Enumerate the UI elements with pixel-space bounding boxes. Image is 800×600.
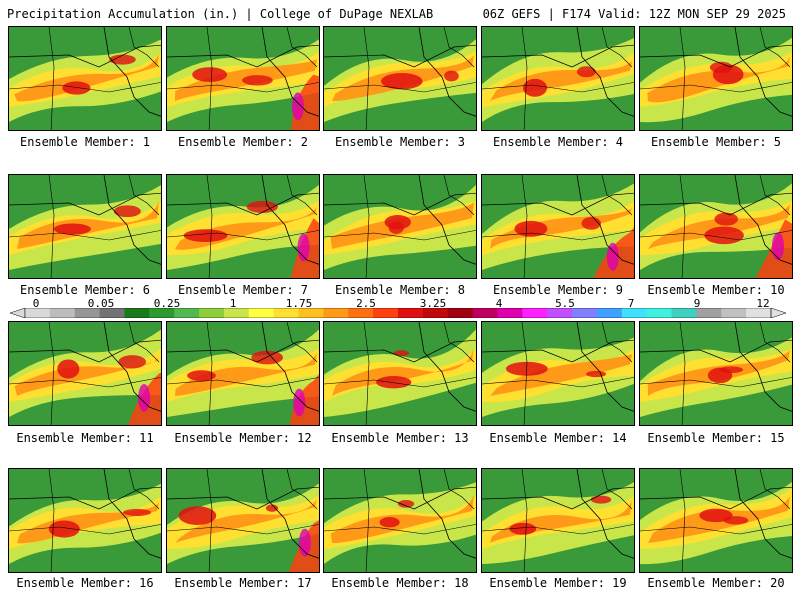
ensemble-member-map — [323, 468, 477, 573]
ensemble-member-label: Ensemble Member: 2 — [177, 135, 309, 149]
ensemble-member-label: Ensemble Member: 19 — [489, 576, 627, 590]
ensemble-member-label: Ensemble Member: 13 — [331, 431, 469, 445]
colorbar-swatch — [646, 308, 673, 318]
colorbar-swatch — [99, 308, 125, 318]
colorbar-swatch — [596, 308, 623, 318]
ensemble-member-map — [481, 26, 635, 131]
ensemble-member-map — [639, 321, 793, 426]
colorbar-tick-label: 7 — [627, 297, 635, 310]
colorbar-swatch — [572, 308, 598, 318]
ensemble-member-map — [639, 468, 793, 573]
colorbar-swatch — [199, 308, 225, 318]
ensemble-member-label: Ensemble Member: 5 — [650, 135, 782, 149]
ensemble-member-label: Ensemble Member: 20 — [647, 576, 785, 590]
colorbar-tick-label: 1 — [229, 297, 237, 310]
colorbar-tick-label: 0 — [32, 297, 40, 310]
colorbar-swatch — [74, 308, 101, 318]
ensemble-member-map — [323, 321, 477, 426]
colorbar-right-arrow — [770, 308, 786, 318]
colorbar-tick-label: 0.05 — [87, 297, 115, 310]
precipitation-colorbar — [10, 308, 786, 318]
ensemble-member-label: Ensemble Member: 14 — [489, 431, 627, 445]
colorbar-tick-label: 3.25 — [419, 297, 447, 310]
model-run-info: 06Z GEFS | F174 Valid: 12Z MON SEP 29 20… — [482, 7, 786, 21]
ensemble-member-label: Ensemble Member: 6 — [19, 283, 151, 297]
ensemble-member-map — [323, 174, 477, 279]
colorbar-swatch — [149, 308, 175, 318]
colorbar-swatch — [497, 308, 523, 318]
ensemble-member-map — [481, 321, 635, 426]
ensemble-member-map — [166, 468, 320, 573]
colorbar-swatch — [422, 308, 449, 318]
colorbar-swatch — [671, 308, 697, 318]
colorbar-swatch — [223, 308, 250, 318]
ensemble-member-label: Ensemble Member: 7 — [177, 283, 309, 297]
ensemble-member-label: Ensemble Member: 18 — [331, 576, 469, 590]
ensemble-member-map — [8, 321, 162, 426]
colorbar-swatch — [398, 308, 424, 318]
ensemble-member-map — [8, 26, 162, 131]
ensemble-member-map — [481, 174, 635, 279]
ensemble-member-label: Ensemble Member: 4 — [492, 135, 624, 149]
colorbar-swatch — [348, 308, 374, 318]
ensemble-member-map — [166, 321, 320, 426]
colorbar-swatch — [746, 308, 772, 318]
ensemble-member-label: Ensemble Member: 12 — [174, 431, 312, 445]
ensemble-member-label: Ensemble Member: 11 — [16, 431, 154, 445]
ensemble-member-label: Ensemble Member: 3 — [334, 135, 466, 149]
colorbar-swatch — [472, 308, 498, 318]
ensemble-member-label: Ensemble Member: 9 — [492, 283, 624, 297]
colorbar-swatch — [273, 308, 300, 318]
map-title: Precipitation Accumulation (in.) | Colle… — [7, 7, 434, 21]
colorbar-swatch — [696, 308, 722, 318]
colorbar-swatch — [323, 308, 349, 318]
colorbar-swatch — [721, 308, 747, 318]
ensemble-member-map — [166, 26, 320, 131]
colorbar-swatch — [25, 308, 51, 318]
ensemble-member-label: Ensemble Member: 8 — [334, 283, 466, 297]
colorbar-swatch — [621, 308, 648, 318]
ensemble-member-map — [323, 26, 477, 131]
colorbar-tick-label: 0.25 — [153, 297, 181, 310]
colorbar-swatch — [49, 308, 76, 318]
colorbar-swatch — [174, 308, 200, 318]
ensemble-member-map — [166, 174, 320, 279]
colorbar-swatch — [248, 308, 275, 318]
ensemble-member-label: Ensemble Member: 15 — [647, 431, 785, 445]
ensemble-member-label: Ensemble Member: 16 — [16, 576, 154, 590]
ensemble-member-map — [481, 468, 635, 573]
colorbar-swatch — [447, 308, 474, 318]
ensemble-member-map — [639, 174, 793, 279]
colorbar-swatch — [522, 308, 548, 318]
colorbar-tick-label: 1.75 — [285, 297, 313, 310]
colorbar-swatch — [547, 308, 573, 318]
colorbar-left-arrow — [10, 308, 26, 318]
ensemble-member-map — [639, 26, 793, 131]
ensemble-member-map — [8, 468, 162, 573]
colorbar-swatch — [373, 308, 399, 318]
ensemble-member-label: Ensemble Member: 17 — [174, 576, 312, 590]
ensemble-member-label: Ensemble Member: 10 — [647, 283, 785, 297]
colorbar-tick-label: 9 — [693, 297, 701, 310]
ensemble-member-label: Ensemble Member: 1 — [19, 135, 151, 149]
colorbar-tick-label: 4 — [495, 297, 503, 310]
ensemble-member-map — [8, 174, 162, 279]
colorbar-swatch — [298, 308, 324, 318]
colorbar-tick-label: 5.5 — [555, 297, 575, 310]
colorbar-swatch — [124, 308, 150, 318]
colorbar-tick-label: 12 — [756, 297, 770, 310]
colorbar-tick-label: 2.5 — [356, 297, 376, 310]
